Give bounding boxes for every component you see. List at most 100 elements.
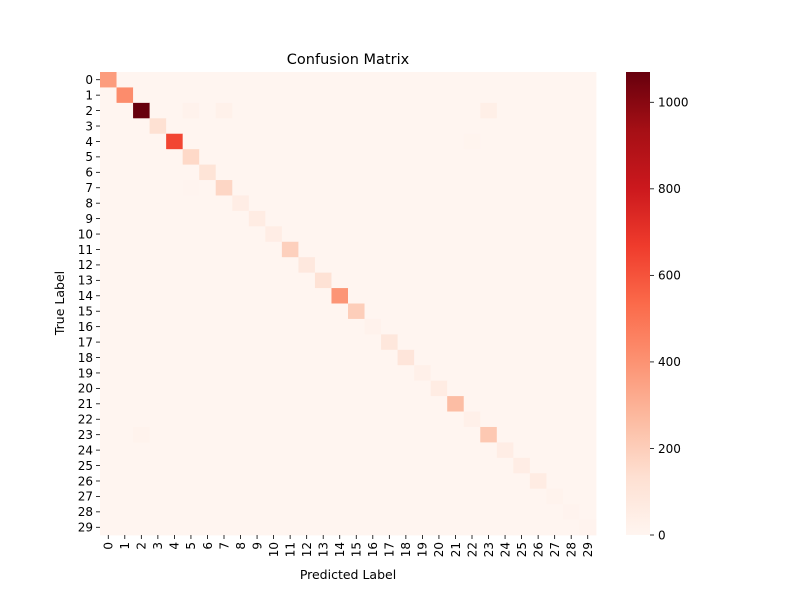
heatmap-cell-0-26 xyxy=(529,72,547,88)
heatmap-cell-16-0 xyxy=(100,318,117,335)
heatmap-cell-10-7 xyxy=(215,226,233,243)
heatmap-cell-29-14 xyxy=(331,519,349,536)
heatmap-cell-24-19 xyxy=(414,442,432,459)
heatmap-cell-17-17 xyxy=(381,334,398,351)
heatmap-cell-8-16 xyxy=(364,195,382,212)
heatmap-cell-27-19 xyxy=(414,488,432,505)
heatmap-cell-26-1 xyxy=(116,473,134,490)
heatmap-cell-28-3 xyxy=(149,504,167,520)
heatmap-cell-4-23 xyxy=(480,133,498,150)
heatmap-cell-16-7 xyxy=(215,318,233,335)
heatmap-cell-4-25 xyxy=(513,133,531,150)
heatmap-cell-19-16 xyxy=(364,365,382,382)
heatmap-cell-3-12 xyxy=(298,118,316,135)
heatmap-cell-19-4 xyxy=(166,365,184,382)
heatmap-cell-9-18 xyxy=(397,210,415,227)
y-tick-label: 10 xyxy=(78,227,93,241)
heatmap-cell-9-2 xyxy=(133,210,150,227)
heatmap-cell-3-26 xyxy=(529,118,547,135)
heatmap-cell-7-5 xyxy=(182,180,200,196)
y-tick-label: 1 xyxy=(85,88,93,102)
heatmap-cell-20-28 xyxy=(562,380,580,397)
heatmap-cell-29-7 xyxy=(215,519,233,536)
heatmap-cell-13-11 xyxy=(281,272,299,289)
y-tick-label: 14 xyxy=(78,289,93,303)
heatmap-cell-20-17 xyxy=(381,380,398,397)
heatmap-cell-26-7 xyxy=(215,473,233,490)
heatmap-cell-28-11 xyxy=(281,504,299,520)
y-tick-label: 5 xyxy=(85,150,93,164)
heatmap-cell-17-8 xyxy=(232,334,250,351)
y-tick-label: 28 xyxy=(78,505,93,519)
heatmap-cell-5-15 xyxy=(348,149,365,165)
heatmap-cells xyxy=(100,72,597,536)
heatmap-cell-25-12 xyxy=(298,457,316,474)
heatmap-cell-25-22 xyxy=(463,457,481,474)
heatmap-cell-15-15 xyxy=(348,303,365,320)
heatmap-cell-21-15 xyxy=(348,396,365,412)
heatmap-cell-22-24 xyxy=(496,411,514,428)
heatmap-cell-17-4 xyxy=(166,334,184,351)
heatmap-cell-15-17 xyxy=(381,303,398,320)
y-tick-label: 22 xyxy=(78,413,93,427)
heatmap-cell-29-22 xyxy=(463,519,481,536)
heatmap-cell-12-7 xyxy=(215,257,233,274)
heatmap-cell-6-9 xyxy=(248,164,266,181)
heatmap-cell-6-21 xyxy=(447,164,465,181)
heatmap-cell-10-14 xyxy=(331,226,349,243)
heatmap-cell-2-15 xyxy=(348,102,365,119)
heatmap-cell-12-5 xyxy=(182,257,200,274)
x-tick-label: 11 xyxy=(283,542,297,557)
heatmap-cell-13-6 xyxy=(199,272,217,289)
heatmap-cell-24-27 xyxy=(546,442,564,459)
y-tick-label: 25 xyxy=(78,459,93,473)
heatmap-cell-14-23 xyxy=(480,288,498,304)
heatmap-cell-6-27 xyxy=(546,164,564,181)
heatmap-cell-8-18 xyxy=(397,195,415,212)
heatmap-cell-12-11 xyxy=(281,257,299,274)
heatmap-cell-29-11 xyxy=(281,519,299,536)
heatmap-cell-16-10 xyxy=(265,318,283,335)
heatmap-cell-3-25 xyxy=(513,118,531,135)
heatmap-cell-11-2 xyxy=(133,241,150,258)
heatmap-cell-27-16 xyxy=(364,488,382,505)
heatmap-cell-3-3 xyxy=(149,118,167,135)
heatmap-cell-27-4 xyxy=(166,488,184,505)
heatmap-cell-27-21 xyxy=(447,488,465,505)
heatmap-cell-5-22 xyxy=(463,149,481,165)
heatmap-cell-13-24 xyxy=(496,272,514,289)
heatmap-cell-11-12 xyxy=(298,241,316,258)
heatmap-cell-21-8 xyxy=(232,396,250,412)
heatmap-cell-8-22 xyxy=(463,195,481,212)
heatmap-cell-4-3 xyxy=(149,133,167,150)
heatmap-cell-20-8 xyxy=(232,380,250,397)
heatmap-cell-28-29 xyxy=(579,504,597,520)
heatmap-cell-22-6 xyxy=(199,411,217,428)
heatmap-cell-19-22 xyxy=(463,365,481,382)
heatmap-cell-10-23 xyxy=(480,226,498,243)
heatmap-cell-28-24 xyxy=(496,504,514,520)
heatmap-cell-25-26 xyxy=(529,457,547,474)
y-tick-label: 16 xyxy=(78,320,93,334)
heatmap-cell-24-14 xyxy=(331,442,349,459)
heatmap-cell-28-0 xyxy=(100,504,117,520)
heatmap-cell-16-9 xyxy=(248,318,266,335)
heatmap-cell-9-16 xyxy=(364,210,382,227)
heatmap-cell-27-5 xyxy=(182,488,200,505)
heatmap-cell-9-8 xyxy=(232,210,250,227)
heatmap-cell-1-19 xyxy=(414,87,432,104)
heatmap-cell-25-15 xyxy=(348,457,365,474)
heatmap-cell-28-7 xyxy=(215,504,233,520)
heatmap-cell-15-7 xyxy=(215,303,233,320)
heatmap-cell-1-14 xyxy=(331,87,349,104)
heatmap-cell-11-18 xyxy=(397,241,415,258)
heatmap-cell-24-20 xyxy=(430,442,448,459)
heatmap-cell-15-22 xyxy=(463,303,481,320)
heatmap-cell-0-28 xyxy=(562,72,580,88)
heatmap-cell-3-13 xyxy=(314,118,332,135)
heatmap-cell-11-20 xyxy=(430,241,448,258)
heatmap-cell-2-14 xyxy=(331,102,349,119)
heatmap-cell-4-18 xyxy=(397,133,415,150)
heatmap-cell-21-9 xyxy=(248,396,266,412)
heatmap-cell-16-4 xyxy=(166,318,184,335)
